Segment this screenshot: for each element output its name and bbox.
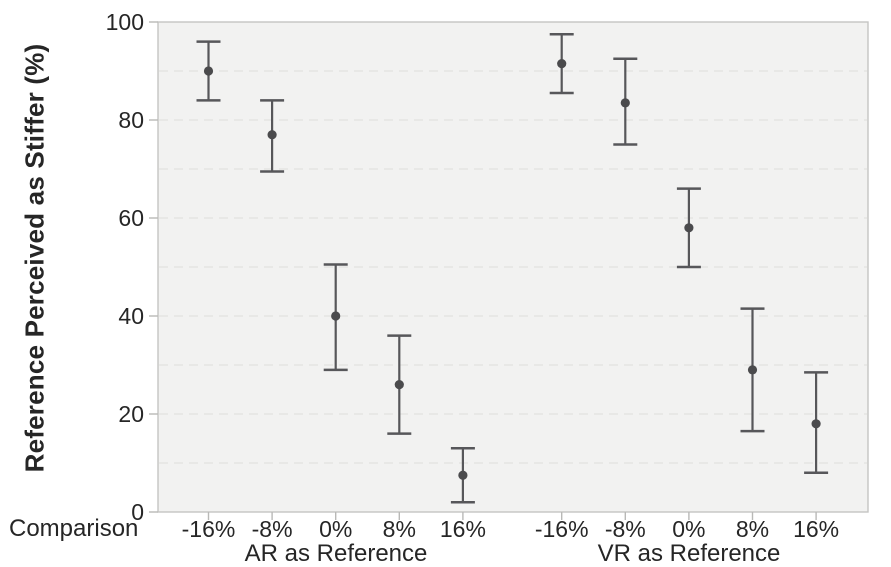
data-point-marker — [458, 470, 468, 480]
plot-border — [157, 21, 869, 513]
y-tick-label: 100 — [106, 9, 144, 35]
data-point-marker — [684, 223, 694, 233]
x-tick-label: 16% — [440, 516, 486, 542]
x-tick-label: -8% — [252, 516, 293, 542]
group-label-ar: AR as Reference — [244, 540, 428, 567]
x-tick-label: 16% — [793, 516, 839, 542]
x-tick-label: -16% — [182, 516, 236, 542]
data-point-marker — [557, 59, 567, 69]
y-tick-label: 40 — [118, 303, 144, 329]
y-tick-label: 0 — [131, 499, 144, 525]
x-tick-label: 8% — [383, 516, 416, 542]
data-point-marker — [331, 311, 341, 321]
y-tick-label: 80 — [118, 107, 144, 133]
y-tick-label: 60 — [118, 205, 144, 231]
group-label-vr: VR as Reference — [597, 540, 781, 567]
y-axis-title: Reference Perceived as Stiffer (%) — [19, 43, 50, 473]
data-point-marker — [747, 365, 758, 375]
data-point-marker — [620, 98, 630, 108]
data-point-marker — [811, 419, 821, 429]
y-tick-label: 20 — [118, 401, 144, 427]
data-point-marker — [394, 380, 404, 390]
x-tick-label: 8% — [736, 516, 769, 542]
data-point-marker — [203, 66, 214, 76]
x-tick-label: -8% — [605, 516, 646, 542]
x-tick-label: 0% — [672, 516, 705, 542]
x-axis-row-label: Comparison — [9, 515, 139, 542]
x-tick-label: -16% — [535, 516, 589, 542]
data-point-marker — [267, 130, 277, 140]
x-tick-label: 0% — [319, 516, 352, 542]
